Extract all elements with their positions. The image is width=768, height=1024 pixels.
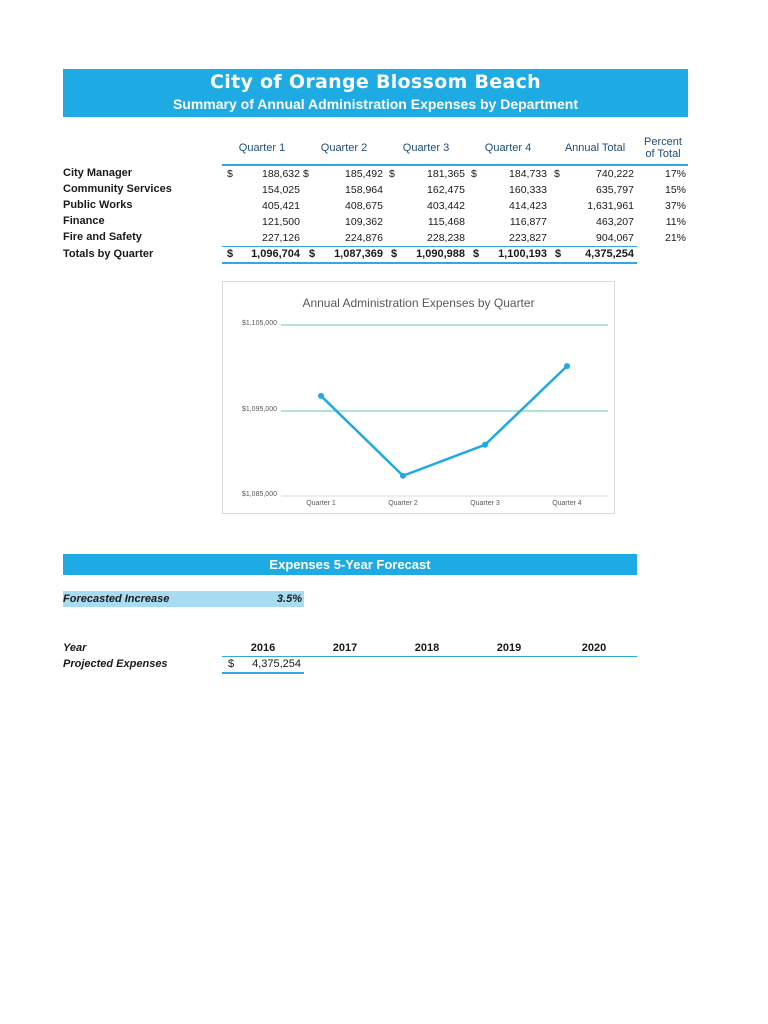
col-header-annual-total: Annual Total xyxy=(564,142,626,154)
cell-q3: 181,365 xyxy=(427,168,465,180)
totals-bottom-rule xyxy=(222,262,637,264)
row-label-city-manager: City Manager xyxy=(63,167,133,179)
col-header-percent: Percent of Total xyxy=(638,136,688,160)
currency-symbol: $ xyxy=(227,248,234,260)
data-point-marker xyxy=(400,472,406,479)
y-tick-label: $1,095,000 xyxy=(241,406,277,413)
projected-rule xyxy=(222,672,304,674)
currency-symbol: $ xyxy=(389,168,395,180)
cell-q2: 408,675 xyxy=(345,200,383,212)
data-markers xyxy=(318,363,570,479)
cell-q2: 158,964 xyxy=(345,184,383,196)
cell-annual-total: 740,222 xyxy=(596,168,634,180)
data-point-marker xyxy=(482,441,488,448)
cell-q4: 116,877 xyxy=(509,216,547,228)
cell-percent: 17% xyxy=(664,168,686,180)
year-2018: 2018 xyxy=(414,642,440,654)
col-header-q2: Quarter 2 xyxy=(320,142,368,154)
data-point-marker xyxy=(318,392,324,399)
cell-q2: 224,876 xyxy=(345,232,383,244)
forecast-increase-label: Forecasted Increase xyxy=(63,593,170,605)
year-2020: 2020 xyxy=(581,642,607,654)
currency-symbol: $ xyxy=(391,248,398,260)
year-2016: 2016 xyxy=(250,642,276,654)
col-header-q1: Quarter 1 xyxy=(238,142,286,154)
cell-q3: 162,475 xyxy=(427,184,465,196)
page-subtitle: Summary of Annual Administration Expense… xyxy=(172,96,579,112)
cell-q3: 403,442 xyxy=(427,200,465,212)
total-annual: 4,375,254 xyxy=(585,248,634,260)
data-point-marker xyxy=(564,363,570,370)
col-header-q4: Quarter 4 xyxy=(484,142,532,154)
cell-q2: 185,492 xyxy=(345,168,383,180)
x-tick-label: Quarter 1 xyxy=(306,500,336,507)
chart-title: Annual Administration Expenses by Quarte… xyxy=(302,296,535,310)
x-tick-label: Quarter 3 xyxy=(470,500,500,507)
page-title: City of Orange Blossom Beach xyxy=(210,71,541,93)
total-q3: 1,090,988 xyxy=(416,248,465,260)
y-tick-label: $1,105,000 xyxy=(241,320,277,327)
currency-symbol: $ xyxy=(473,248,480,260)
totals-top-rule xyxy=(222,246,637,247)
projected-2016: 4,375,254 xyxy=(252,658,301,670)
cell-q2: 109,362 xyxy=(345,216,383,228)
cell-annual-total: 635,797 xyxy=(596,184,634,196)
currency-symbol: $ xyxy=(228,658,235,670)
data-series-line xyxy=(320,365,568,477)
y-tick-label: $1,085,000 xyxy=(241,491,277,498)
x-tick-label: Quarter 4 xyxy=(552,500,582,507)
percent-header-line1: Percent xyxy=(644,136,682,148)
cell-percent: 15% xyxy=(664,184,686,196)
cell-q3: 228,238 xyxy=(427,232,465,244)
col-header-q3: Quarter 3 xyxy=(402,142,450,154)
projected-expenses-label: Projected Expenses xyxy=(63,658,168,670)
forecast-increase-row xyxy=(63,591,304,607)
cell-q1: 227,126 xyxy=(262,232,300,244)
cell-percent: 11% xyxy=(665,216,686,228)
cell-annual-total: 463,207 xyxy=(596,216,634,228)
row-label-community-services: Community Services xyxy=(63,183,172,195)
currency-symbol: $ xyxy=(309,248,316,260)
year-label: Year xyxy=(63,642,87,654)
line-chart: Annual Administration Expenses by Quarte… xyxy=(222,281,615,514)
currency-symbol: $ xyxy=(554,168,560,180)
cell-q1: 405,421 xyxy=(262,200,300,212)
cell-q1: 121,500 xyxy=(262,216,300,228)
year-rule xyxy=(222,656,637,657)
cell-percent: 37% xyxy=(664,200,686,212)
cell-q4: 223,827 xyxy=(509,232,547,244)
currency-symbol: $ xyxy=(471,168,477,180)
currency-symbol: $ xyxy=(227,168,233,180)
year-2017: 2017 xyxy=(332,642,358,654)
header-rule xyxy=(222,164,688,166)
currency-symbol: $ xyxy=(555,248,562,260)
row-label-totals: Totals by Quarter xyxy=(63,248,154,260)
year-2019: 2019 xyxy=(496,642,522,654)
cell-q4: 414,423 xyxy=(509,200,547,212)
total-q4: 1,100,193 xyxy=(498,248,547,260)
row-label-fire-and-safety: Fire and Safety xyxy=(63,231,142,243)
title-banner: City of Orange Blossom Beach Summary of … xyxy=(63,69,688,117)
chart-plot-area xyxy=(281,324,608,497)
cell-q1: 154,025 xyxy=(262,184,300,196)
total-q1: 1,096,704 xyxy=(251,248,300,260)
forecast-increase-input[interactable]: 3.5% xyxy=(276,593,302,605)
forecast-banner: Expenses 5-Year Forecast xyxy=(63,554,637,575)
total-q2: 1,087,369 xyxy=(334,248,383,260)
row-label-finance: Finance xyxy=(63,215,105,227)
cell-q3: 115,468 xyxy=(427,216,465,228)
cell-annual-total: 904,067 xyxy=(596,232,634,244)
cell-annual-total: 1,631,961 xyxy=(587,200,634,212)
cell-percent: 21% xyxy=(664,232,686,244)
cell-q1: 188,632 xyxy=(262,168,300,180)
cell-q4: 184,733 xyxy=(509,168,547,180)
percent-header-line2: of Total xyxy=(645,148,681,160)
row-label-public-works: Public Works xyxy=(63,199,133,211)
cell-q4: 160,333 xyxy=(509,184,547,196)
x-tick-label: Quarter 2 xyxy=(388,500,418,507)
currency-symbol: $ xyxy=(303,168,309,180)
